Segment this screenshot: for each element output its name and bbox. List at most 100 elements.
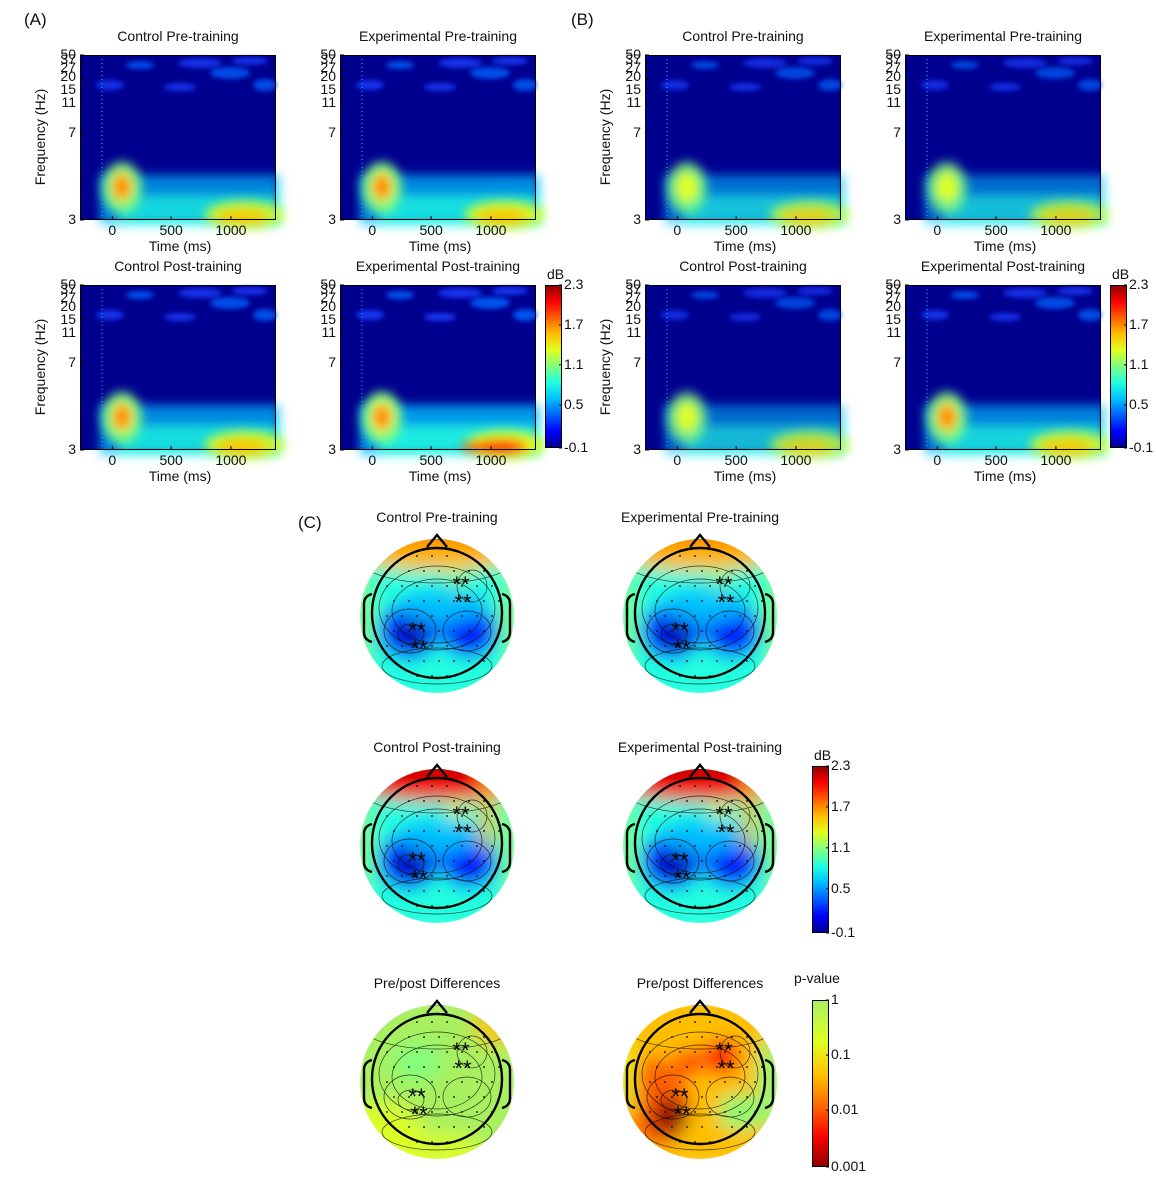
head-outline: [633, 776, 767, 910]
electrode-dot: [431, 815, 433, 817]
electrode-dot: [746, 570, 748, 572]
colorbar-unit: dB: [1112, 266, 1130, 282]
electrode-dot: [498, 1066, 500, 1068]
electrode-dot: [431, 905, 433, 907]
electrode-dot: [746, 800, 748, 802]
electrode-dot: [709, 815, 711, 817]
contour-line: [654, 578, 746, 644]
y-tick-label: 37: [60, 281, 76, 298]
electrode-dot: [483, 630, 485, 632]
electrode-dot: [491, 615, 493, 617]
electrode-dot: [701, 1036, 703, 1038]
electrode-dot: [724, 1081, 726, 1083]
nose-outline: [426, 763, 448, 778]
electrode-dot: [716, 660, 718, 662]
x-tick-label: 500: [419, 222, 443, 238]
electrode-dot: [438, 890, 440, 892]
contour-line: [391, 578, 483, 644]
tf-patch: [661, 80, 689, 90]
contour-line: [644, 1113, 756, 1151]
x-tick-label: 0: [673, 452, 682, 468]
colorbar-a: [545, 284, 562, 449]
electrode-dot: [716, 1126, 718, 1128]
electrode-dot: [416, 1051, 418, 1053]
electrode-dot: [483, 800, 485, 802]
scalp-blob: [623, 561, 637, 671]
electrode-dot: [754, 615, 756, 617]
contour-line: [646, 608, 700, 654]
electrode-dot: [731, 630, 733, 632]
tf-onset-peak: [377, 410, 387, 424]
electrode-dot: [679, 615, 681, 617]
y-tick-label: 50: [885, 46, 901, 62]
electrode-dot: [731, 570, 733, 572]
contour-line: [383, 1074, 437, 1120]
electrode-dot: [386, 815, 388, 817]
electrode-dot: [408, 830, 410, 832]
electrode-dot: [423, 860, 425, 862]
y-tick-label: 11: [61, 93, 76, 110]
significance-marker: **: [715, 1038, 733, 1063]
electrode-dot: [694, 845, 696, 847]
colorbar-tick-label: 1.1: [1129, 355, 1149, 372]
electrode-dots: [649, 785, 763, 907]
significance-marker: **: [410, 1102, 428, 1127]
electrode-dot: [476, 585, 478, 587]
nose-outline: [689, 533, 711, 548]
scalp-blob: [661, 622, 689, 646]
electrode-dot: [671, 1036, 673, 1038]
scalp-field: [623, 539, 777, 693]
electrode-dot: [716, 570, 718, 572]
electrode-dot: [393, 1096, 395, 1098]
electrode-dot: [701, 1126, 703, 1128]
electrode-dot: [709, 1111, 711, 1113]
tf-late-core: [1041, 209, 1093, 225]
electrode-dot: [401, 815, 403, 817]
y-tick-label: 7: [328, 353, 336, 370]
tf-high-frequency-patches: [921, 57, 1102, 91]
colorbar-gradient: [812, 766, 829, 933]
electrode-dot: [386, 875, 388, 877]
y-tick-label: 11: [61, 323, 76, 340]
electrode-dot: [386, 615, 388, 617]
tf-patch: [126, 291, 154, 299]
y-tick-label: 3: [328, 441, 336, 457]
electrode-dot: [431, 555, 433, 557]
y-tick-label: 3: [328, 211, 336, 227]
x-tick-label: 500: [984, 452, 1008, 468]
scalp-blob: [447, 803, 467, 819]
contour-line: [644, 877, 756, 915]
x-axis-label: Time (ms): [973, 468, 1037, 484]
electrode-dot: [408, 570, 410, 572]
y-tick-label: 50: [320, 276, 336, 292]
y-tick-label: 7: [633, 353, 641, 370]
tf-high-frequency-patches: [661, 287, 842, 321]
y-tick-label: 7: [68, 353, 76, 370]
electrode-dot: [701, 890, 703, 892]
y-tick-label: 11: [626, 93, 641, 110]
electrode-dot: [401, 875, 403, 877]
x-axis-label: Time (ms): [148, 468, 212, 484]
electrode-dot: [393, 630, 395, 632]
contour-line: [391, 808, 483, 874]
tf-onset-peak: [117, 410, 127, 424]
electrode-dot: [461, 845, 463, 847]
y-tick-label: 7: [328, 123, 336, 140]
tf-patch: [989, 313, 1021, 321]
contour-line: [719, 569, 751, 603]
electrode-dot: [686, 890, 688, 892]
electrode-dot: [701, 830, 703, 832]
left-ear-outline: [362, 592, 373, 644]
tf-patch: [951, 61, 979, 69]
tf-patch: [356, 310, 384, 320]
electrode-dot: [468, 1066, 470, 1068]
tf-patch: [743, 288, 787, 298]
contour-line: [378, 565, 496, 651]
tf-onset-core: [676, 402, 698, 432]
significance-marker: **: [408, 618, 426, 643]
scalp-blob: [398, 852, 426, 876]
panel-label-b: (B): [571, 10, 594, 29]
electrode-dot: [716, 860, 718, 862]
y-tick-label: 15: [60, 310, 76, 327]
electrode-dot: [446, 555, 448, 557]
